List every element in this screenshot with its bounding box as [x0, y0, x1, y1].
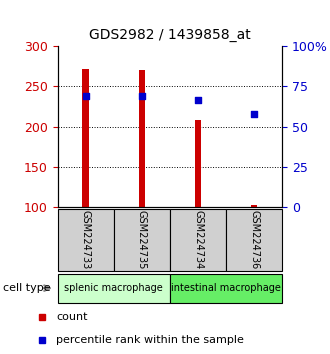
Bar — [170, 274, 282, 303]
Bar — [139, 70, 145, 207]
Bar — [195, 120, 201, 207]
Text: GSM224733: GSM224733 — [81, 210, 91, 269]
Bar — [251, 205, 257, 207]
Point — [251, 112, 257, 117]
Title: GDS2982 / 1439858_at: GDS2982 / 1439858_at — [89, 28, 251, 42]
Text: GSM224735: GSM224735 — [137, 210, 147, 269]
Bar — [170, 209, 226, 271]
Point — [195, 97, 201, 103]
Bar — [58, 274, 170, 303]
Bar — [82, 69, 89, 207]
Text: splenic macrophage: splenic macrophage — [64, 283, 163, 293]
Text: cell type: cell type — [3, 283, 51, 293]
Point — [139, 93, 145, 99]
Bar — [114, 209, 170, 271]
Text: intestinal macrophage: intestinal macrophage — [171, 283, 281, 293]
Point — [83, 93, 88, 99]
Text: percentile rank within the sample: percentile rank within the sample — [56, 335, 244, 345]
Text: count: count — [56, 312, 88, 322]
Text: GSM224734: GSM224734 — [193, 210, 203, 269]
Text: GSM224736: GSM224736 — [249, 210, 259, 269]
Bar — [58, 209, 114, 271]
Bar — [226, 209, 282, 271]
